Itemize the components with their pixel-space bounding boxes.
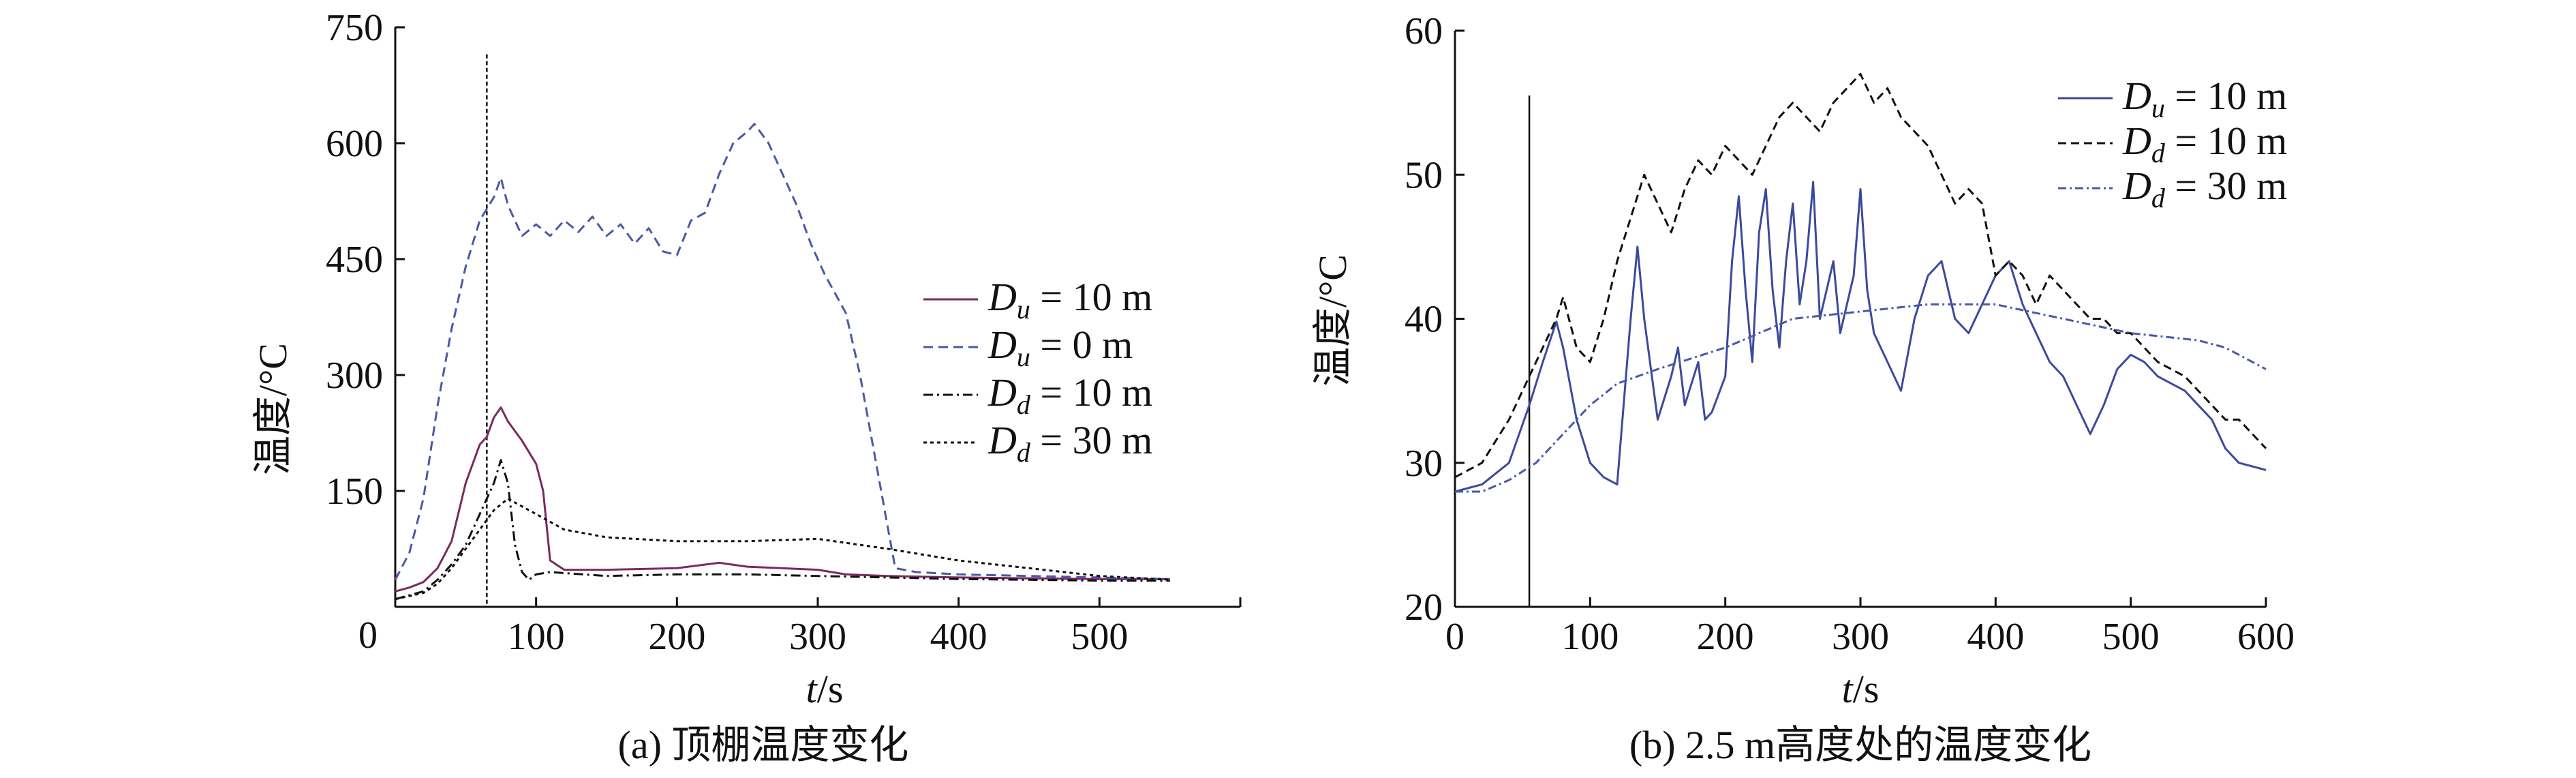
- chart-a-y-axis-label: 温度/°C: [251, 343, 295, 475]
- chart-b-x-axis-label-unit: /s: [1853, 667, 1880, 711]
- legend-symbol: D: [987, 275, 1017, 319]
- chart-b-y-tick-label: 40: [1405, 299, 1443, 341]
- legend-subscript: d: [1017, 437, 1031, 468]
- legend-subscript: d: [2151, 138, 2166, 168]
- legend-subscript: u: [2151, 93, 2165, 123]
- legend-subscript: d: [2151, 183, 2166, 213]
- chart-b-y-tick-label: 20: [1405, 586, 1443, 629]
- legend-symbol: D: [987, 370, 1017, 415]
- chart-b-series: [1454, 72, 2267, 607]
- chart-a-legend-label: Du = 0 m: [987, 323, 1133, 372]
- chart-a-y-tick-label: 750: [326, 7, 383, 49]
- chart-b-series-line-1: [1454, 181, 2267, 493]
- chart-a-legend-label: Dd = 10 m: [987, 370, 1152, 420]
- chart-a-series-line-1: [395, 406, 1170, 593]
- chart-b-x-tick-label: 200: [1697, 616, 1754, 658]
- chart-a-series-line-4: [395, 497, 1170, 601]
- legend-value: = 10 m: [2165, 74, 2287, 118]
- legend-symbol: D: [987, 418, 1017, 462]
- legend-value: = 10 m: [1030, 370, 1152, 415]
- legend-symbol: D: [2122, 74, 2151, 118]
- chart-a-y-tick-label: 150: [326, 470, 383, 513]
- chart-a-x-tick-label: 100: [508, 616, 565, 658]
- chart-a-legend-label: Du = 10 m: [987, 275, 1152, 325]
- chart-b-series-line-3: [1455, 303, 2267, 493]
- legend-value: = 30 m: [2165, 164, 2287, 208]
- chart-a-x-tick-label: 500: [1071, 616, 1128, 658]
- chart-b-series-line-2: [1454, 72, 2267, 479]
- chart-a-series-line-2: [394, 123, 1170, 580]
- chart-b-x-axis-label-var: t: [1842, 667, 1854, 711]
- legend-subscript: d: [1017, 389, 1031, 420]
- chart-a-x-axis-label: t/s: [806, 667, 844, 711]
- chart-a-x-axis-label-unit: /s: [817, 667, 844, 711]
- legend-value: = 10 m: [1030, 275, 1152, 319]
- chart-b-x-tick-label: 100: [1561, 616, 1619, 658]
- chart-a-series-line-3: [395, 459, 1170, 601]
- chart-b-y-tick-label: 60: [1405, 10, 1443, 53]
- chart-a-ticks: 100 200 300 400 500 0 150 300 450 600 750: [326, 7, 1242, 658]
- chart-a-y-tick-label: 300: [326, 355, 383, 397]
- legend-value: = 0 m: [1030, 323, 1133, 367]
- chart-a-y-tick-label: 450: [326, 239, 383, 281]
- chart-a-legend-label: Dd = 30 m: [987, 418, 1152, 468]
- legend-subscript: u: [1017, 294, 1030, 325]
- chart-b-x-tick-label: 600: [2237, 616, 2295, 658]
- chart-b-ticks: 0 100 200 300 400 500 600 20 30 40 50 60: [1405, 10, 2295, 658]
- chart-b-legend-label: Du = 10 m: [2122, 74, 2287, 123]
- chart-a-legend: Du = 10 mDu = 0 mDd = 10 mDd = 30 m: [923, 275, 1152, 468]
- chart-b-x-tick-label: 300: [1832, 616, 1889, 658]
- legend-symbol: D: [2122, 119, 2151, 163]
- legend-symbol: D: [2122, 164, 2151, 208]
- chart-a-y-tick-label: 600: [326, 123, 383, 165]
- chart-b-y-tick-label: 50: [1405, 154, 1443, 196]
- chart-a-caption: (a) 顶棚温度变化: [618, 723, 909, 767]
- chart-b-x-tick-label: 0: [1445, 616, 1465, 658]
- legend-value: = 10 m: [2165, 119, 2287, 163]
- legend-symbol: D: [987, 323, 1017, 367]
- legend-subscript: u: [1017, 342, 1030, 372]
- chart-b-legend: Du = 10 mDd = 10 mDd = 30 m: [2058, 74, 2287, 213]
- chart-b-y-axis-label: 温度/°C: [1310, 254, 1355, 387]
- chart-a-x-tick-label: 200: [648, 616, 705, 658]
- chart-b-y-tick-label: 30: [1405, 443, 1443, 485]
- chart-a: 100 200 300 400 500 0 150 300 450 600 750 Du = 10 …: [251, 7, 1242, 767]
- chart-b-x-tick-label: 400: [1967, 616, 2024, 658]
- legend-value: = 30 m: [1030, 418, 1152, 462]
- chart-b-legend-label: Dd = 30 m: [2122, 164, 2287, 213]
- chart-a-x-tick-label: 300: [789, 616, 846, 658]
- chart-a-series: [394, 54, 1170, 607]
- chart-b-legend-label: Dd = 10 m: [2122, 119, 2287, 168]
- chart-a-x-axis-label-var: t: [806, 667, 818, 711]
- chart-a-x-tick-label: 400: [930, 616, 987, 658]
- chart-b-x-axis-label: t/s: [1842, 667, 1880, 711]
- chart-b-x-tick-label: 500: [2102, 616, 2160, 658]
- chart-a-origin-label: 0: [358, 614, 378, 657]
- chart-b-caption: (b) 2.5 m高度处的温度变化: [1629, 723, 2091, 767]
